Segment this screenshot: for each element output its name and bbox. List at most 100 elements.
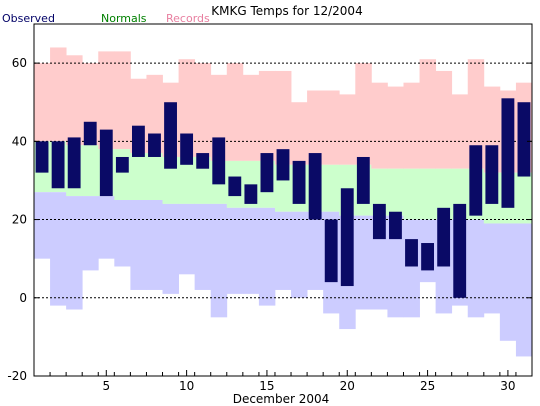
record-low-band-2 <box>50 192 67 306</box>
record-low-band-17 <box>291 211 308 298</box>
normal-band-19 <box>323 164 340 212</box>
observed-bar-6 <box>115 156 129 173</box>
normal-band-11 <box>194 156 212 204</box>
normal-band-22 <box>371 168 388 216</box>
record-low-band-5 <box>98 196 115 259</box>
record-high-band-11 <box>194 63 212 157</box>
observed-bar-13 <box>228 176 242 197</box>
observed-bar-24 <box>405 239 418 267</box>
y-tick-label-40: 40 <box>12 134 27 148</box>
record-low-band-9 <box>162 203 179 294</box>
plot-area <box>34 47 533 357</box>
record-low-band-3 <box>66 196 83 310</box>
record-high-band-25 <box>419 59 437 169</box>
observed-bar-2 <box>51 141 65 189</box>
record-high-band-26 <box>435 70 453 169</box>
record-low-band-30 <box>499 223 517 341</box>
observed-bar-18 <box>308 153 322 220</box>
legend: Observed Normals Records <box>2 12 210 25</box>
normal-band-24 <box>403 168 420 220</box>
record-high-band-18 <box>307 90 324 165</box>
observed-bar-9 <box>164 102 177 169</box>
observed-bar-4 <box>83 121 97 146</box>
x-tick-label-10: 10 <box>179 379 194 393</box>
record-high-band-17 <box>291 102 308 165</box>
normal-band-4 <box>82 145 99 197</box>
observed-bar-23 <box>389 211 402 240</box>
normal-band-23 <box>387 168 404 216</box>
observed-bar-26 <box>437 207 451 267</box>
observed-bar-17 <box>292 160 306 204</box>
record-high-band-5 <box>98 51 115 150</box>
record-low-band-11 <box>194 203 212 290</box>
record-low-band-14 <box>242 207 260 294</box>
record-low-band-23 <box>387 215 404 318</box>
record-low-band-24 <box>403 219 420 318</box>
normal-band-31 <box>515 172 533 224</box>
observed-bar-1 <box>35 141 49 173</box>
y-tick-label--20: -20 <box>7 369 27 383</box>
record-high-band-24 <box>403 82 420 169</box>
record-high-band-21 <box>355 63 372 165</box>
observed-bar-10 <box>180 133 194 165</box>
y-tick-label-60: 60 <box>12 56 27 70</box>
observed-bar-14 <box>244 184 258 204</box>
observed-bar-5 <box>99 129 113 197</box>
plot-frame <box>33 23 533 377</box>
x-tick-label-15: 15 <box>259 379 274 393</box>
observed-bar-30 <box>501 98 515 208</box>
observed-bar-16 <box>276 149 290 181</box>
x-tick-label-5: 5 <box>102 379 110 393</box>
normal-band-6 <box>114 149 131 200</box>
y-tick-label-20: 20 <box>12 213 27 227</box>
record-low-band-18 <box>307 211 324 290</box>
record-low-band-29 <box>483 223 501 314</box>
record-high-band-20 <box>339 94 356 165</box>
axes: -20 0 20 40 60 5 10 15 20 25 30 <box>7 23 533 393</box>
record-low-band-7 <box>130 200 147 290</box>
record-high-band-27 <box>451 94 469 169</box>
y-tick-label-0: 0 <box>19 291 27 305</box>
record-low-band-6 <box>114 200 131 267</box>
x-tick-label-25: 25 <box>420 379 435 393</box>
record-low-band-10 <box>178 203 196 275</box>
record-low-band-13 <box>226 207 244 294</box>
record-high-band-2 <box>50 47 67 142</box>
x-tick-label-20: 20 <box>340 379 355 393</box>
normal-band-8 <box>146 153 163 200</box>
observed-bar-8 <box>148 133 161 157</box>
observed-bar-7 <box>131 125 145 157</box>
observed-bar-22 <box>372 203 386 240</box>
x-axis-label: December 2004 <box>233 392 330 406</box>
legend-item-observed: Observed <box>2 12 55 25</box>
record-low-band-15 <box>258 207 276 306</box>
observed-bar-11 <box>196 153 210 169</box>
record-high-band-6 <box>114 51 131 150</box>
legend-item-normals: Normals <box>101 12 147 25</box>
record-high-band-15 <box>258 70 276 161</box>
record-low-band-8 <box>146 200 163 290</box>
observed-bar-28 <box>469 145 483 216</box>
record-low-band-31 <box>515 223 533 357</box>
normal-band-7 <box>130 153 147 200</box>
record-low-band-1 <box>34 192 51 259</box>
observed-bar-27 <box>453 203 467 298</box>
chart-title: KMKG Temps for 12/2004 <box>211 4 362 18</box>
observed-bar-19 <box>324 219 338 283</box>
record-high-band-1 <box>34 63 51 142</box>
legend-item-records: Records <box>166 12 210 25</box>
normal-band-26 <box>435 168 453 220</box>
observed-bar-15 <box>260 153 274 193</box>
observed-bar-29 <box>485 145 499 204</box>
observed-bar-12 <box>212 137 226 185</box>
normal-band-10 <box>178 156 196 204</box>
record-high-band-3 <box>66 55 83 146</box>
record-low-band-16 <box>274 211 292 290</box>
record-high-band-23 <box>387 86 404 169</box>
record-low-band-12 <box>210 203 228 318</box>
record-high-band-19 <box>323 90 340 165</box>
observed-bar-31 <box>517 102 531 177</box>
observed-bar-25 <box>421 243 435 271</box>
normal-band-25 <box>419 168 437 220</box>
